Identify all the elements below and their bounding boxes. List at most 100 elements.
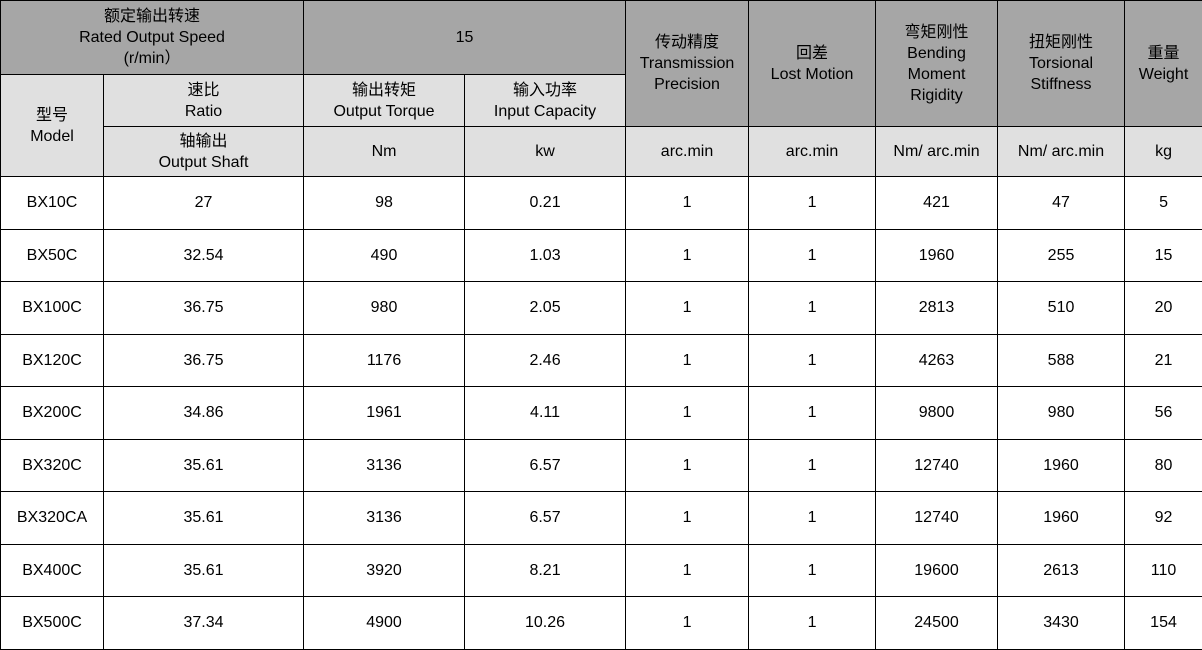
cell-input-capacity: 6.57 xyxy=(465,492,626,545)
cell-lost-motion: 1 xyxy=(749,334,876,387)
cell-lost-motion: 1 xyxy=(749,439,876,492)
cell-transmission-precision: 1 xyxy=(626,387,749,440)
cell-bending-rigidity: 2813 xyxy=(876,282,998,335)
cell-torsional-stiffness: 2613 xyxy=(998,544,1125,597)
cell-bending-rigidity: 24500 xyxy=(876,597,998,650)
cell-model: BX120C xyxy=(1,334,104,387)
cell-bending-rigidity: 12740 xyxy=(876,492,998,545)
cell-transmission-precision: 1 xyxy=(626,439,749,492)
cell-ratio: 36.75 xyxy=(104,334,304,387)
cell-weight: 5 xyxy=(1125,177,1202,230)
cell-output-torque: 1176 xyxy=(304,334,465,387)
cell-bending-rigidity: 4263 xyxy=(876,334,998,387)
lost-motion-unit: arc.min xyxy=(749,127,876,177)
cell-output-torque: 3136 xyxy=(304,439,465,492)
cell-torsional-stiffness: 980 xyxy=(998,387,1125,440)
cell-output-torque: 1961 xyxy=(304,387,465,440)
cell-lost-motion: 1 xyxy=(749,597,876,650)
cell-transmission-precision: 1 xyxy=(626,177,749,230)
cell-output-torque: 3920 xyxy=(304,544,465,597)
cell-lost-motion: 1 xyxy=(749,387,876,440)
cell-weight: 154 xyxy=(1125,597,1202,650)
cell-model: BX200C xyxy=(1,387,104,440)
cell-ratio: 32.54 xyxy=(104,229,304,282)
cell-output-torque: 4900 xyxy=(304,597,465,650)
cell-model: BX50C xyxy=(1,229,104,282)
cell-input-capacity: 2.46 xyxy=(465,334,626,387)
cell-torsional-stiffness: 1960 xyxy=(998,439,1125,492)
cell-bending-rigidity: 421 xyxy=(876,177,998,230)
cell-bending-rigidity: 9800 xyxy=(876,387,998,440)
cell-output-torque: 490 xyxy=(304,229,465,282)
cell-model: BX10C xyxy=(1,177,104,230)
cell-model: BX500C xyxy=(1,597,104,650)
cell-input-capacity: 1.03 xyxy=(465,229,626,282)
cell-input-capacity: 10.26 xyxy=(465,597,626,650)
bending-unit: Nm/ arc.min xyxy=(876,127,998,177)
cell-transmission-precision: 1 xyxy=(626,334,749,387)
cell-input-capacity: 8.21 xyxy=(465,544,626,597)
cell-ratio: 35.61 xyxy=(104,439,304,492)
cell-model: BX320CA xyxy=(1,492,104,545)
torque-unit: Nm xyxy=(304,127,465,177)
cell-weight: 92 xyxy=(1125,492,1202,545)
cell-transmission-precision: 1 xyxy=(626,492,749,545)
cell-bending-rigidity: 12740 xyxy=(876,439,998,492)
cell-transmission-precision: 1 xyxy=(626,282,749,335)
cell-ratio: 35.61 xyxy=(104,544,304,597)
cell-output-torque: 980 xyxy=(304,282,465,335)
cell-output-torque: 98 xyxy=(304,177,465,230)
cell-lost-motion: 1 xyxy=(749,492,876,545)
cell-ratio: 35.61 xyxy=(104,492,304,545)
cell-weight: 56 xyxy=(1125,387,1202,440)
cell-weight: 20 xyxy=(1125,282,1202,335)
cell-input-capacity: 6.57 xyxy=(465,439,626,492)
cell-ratio: 36.75 xyxy=(104,282,304,335)
cell-torsional-stiffness: 510 xyxy=(998,282,1125,335)
cell-ratio: 37.34 xyxy=(104,597,304,650)
cell-lost-motion: 1 xyxy=(749,282,876,335)
cell-model: BX100C xyxy=(1,282,104,335)
cell-input-capacity: 4.11 xyxy=(465,387,626,440)
cell-weight: 80 xyxy=(1125,439,1202,492)
cell-weight: 110 xyxy=(1125,544,1202,597)
cell-lost-motion: 1 xyxy=(749,177,876,230)
cell-weight: 15 xyxy=(1125,229,1202,282)
cell-input-capacity: 0.21 xyxy=(465,177,626,230)
cell-model: BX400C xyxy=(1,544,104,597)
torsional-unit: Nm/ arc.min xyxy=(998,127,1125,177)
cell-weight: 21 xyxy=(1125,334,1202,387)
cell-transmission-precision: 1 xyxy=(626,544,749,597)
cell-output-torque: 3136 xyxy=(304,492,465,545)
cell-transmission-precision: 1 xyxy=(626,229,749,282)
cell-input-capacity: 2.05 xyxy=(465,282,626,335)
precision-unit: arc.min xyxy=(626,127,749,177)
cell-ratio: 27 xyxy=(104,177,304,230)
cell-bending-rigidity: 19600 xyxy=(876,544,998,597)
rated-speed-value: 15 xyxy=(304,1,626,75)
cell-bending-rigidity: 1960 xyxy=(876,229,998,282)
cell-model: BX320C xyxy=(1,439,104,492)
power-unit: kw xyxy=(465,127,626,177)
cell-torsional-stiffness: 3430 xyxy=(998,597,1125,650)
